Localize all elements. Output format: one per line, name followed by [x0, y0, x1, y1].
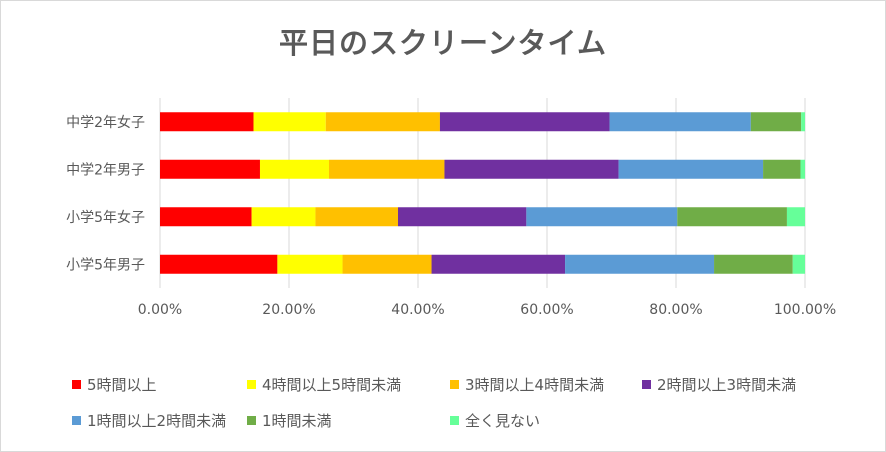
bar-segment — [160, 112, 254, 132]
legend-item: 3時間以上4時間未満 — [450, 374, 604, 395]
x-tick-label: 80.00% — [649, 302, 702, 318]
legend-item: 2時間以上3時間未満 — [642, 374, 796, 395]
legend-swatch — [72, 416, 81, 425]
category-label: 小学5年女子 — [66, 209, 145, 226]
legend-row: 5時間以上 4時間以上5時間未満 3時間以上4時間未満 2時間以上3時間未満 — [72, 374, 862, 410]
bar-segment — [800, 159, 805, 179]
bar-segment — [251, 207, 316, 227]
x-tick-label: 60.00% — [520, 302, 573, 318]
bar-segment — [792, 254, 805, 274]
bar-segment — [801, 112, 805, 132]
bar-segment — [431, 254, 566, 274]
bar-segment — [444, 159, 619, 179]
legend-item: 4時間以上5時間未満 — [247, 374, 401, 395]
bar-segment — [714, 254, 793, 274]
legend-item: 1時間未満 — [247, 410, 332, 431]
bar-segment — [618, 159, 764, 179]
x-tick-label: 0.00% — [138, 302, 182, 318]
category-label: 小学5年男子 — [66, 257, 145, 273]
bar-segment — [526, 207, 678, 227]
legend-item: 5時間以上 — [72, 374, 157, 395]
bar-segment — [565, 254, 715, 274]
legend-swatch — [642, 380, 651, 389]
legend-swatch — [247, 380, 256, 389]
bar-segment — [277, 254, 343, 274]
legend-swatch — [450, 416, 459, 425]
bar-segment — [439, 112, 610, 132]
legend-label: 1時間未満 — [262, 412, 332, 430]
chart-title: 平日のスクリーンタイム — [279, 26, 607, 60]
category-label: 中学2年女子 — [66, 114, 145, 131]
bar-segment — [750, 112, 802, 132]
bar-segment — [328, 159, 445, 179]
bar-segment — [763, 159, 801, 179]
bar-segment — [325, 112, 440, 132]
bar-segment — [160, 207, 252, 227]
category-label: 中学2年男子 — [66, 162, 145, 178]
legend: 5時間以上 4時間以上5時間未満 3時間以上4時間未満 2時間以上3時間未満 1時間以上… — [72, 374, 862, 446]
bar-segment — [259, 159, 329, 179]
legend-label: 1時間以上2時間未満 — [87, 412, 227, 430]
legend-swatch — [72, 380, 81, 389]
bar-segment — [160, 159, 260, 179]
legend-label: 5時間以上 — [87, 376, 157, 394]
bar-segment — [315, 207, 399, 227]
legend-swatch — [247, 416, 256, 425]
legend-label: 4時間以上5時間未満 — [262, 376, 402, 394]
legend-item: 全く見ない — [450, 410, 540, 431]
legend-row: 1時間以上2時間未満 1時間未満 全く見ない — [72, 410, 862, 446]
legend-label: 2時間以上3時間未満 — [657, 376, 797, 394]
bar-segment — [786, 207, 805, 227]
legend-item: 1時間以上2時間未満 — [72, 410, 226, 431]
legend-swatch — [450, 380, 459, 389]
x-tick-label: 40.00% — [391, 302, 444, 318]
legend-label: 全く見ない — [465, 412, 541, 430]
x-tick-label: 100.00% — [774, 302, 836, 318]
bar-segment — [253, 112, 326, 132]
bar-segment — [160, 254, 278, 274]
legend-label: 3時間以上4時間未満 — [465, 376, 605, 394]
bar-segment — [342, 254, 432, 274]
x-tick-label: 20.00% — [262, 302, 315, 318]
bar-segment — [398, 207, 527, 227]
bar-segment — [609, 112, 751, 132]
bar-segment — [677, 207, 787, 227]
